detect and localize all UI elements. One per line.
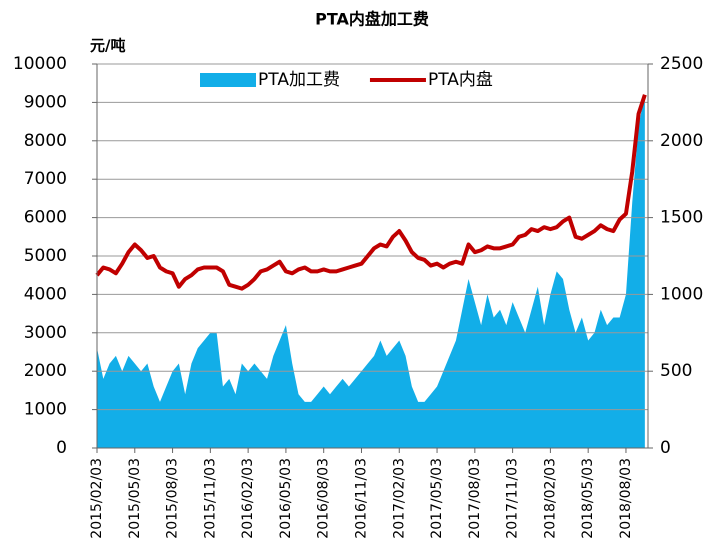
y-tick-label: 0 (56, 438, 67, 458)
y2-tick-label: 1500 (660, 208, 703, 228)
legend-label: PTA内盘 (428, 70, 493, 90)
y-tick-label: 5000 (24, 246, 67, 266)
y-tick-label: 10000 (13, 54, 67, 74)
legend-label: PTA加工费 (258, 70, 340, 90)
y-tick-label: 4000 (24, 284, 67, 304)
x-tick-label: 2018/05/03 (580, 458, 596, 539)
x-tick-label: 2017/05/03 (429, 458, 445, 539)
x-tick-label: 2016/08/03 (316, 458, 332, 539)
y-tick-label: 9000 (24, 92, 67, 112)
y-tick-label: 2000 (24, 361, 67, 381)
x-tick-label: 2015/02/03 (89, 458, 105, 539)
x-tick-label: 2018/02/03 (542, 458, 558, 539)
x-tick-label: 2016/02/03 (240, 458, 256, 539)
y-tick-label: 3000 (24, 323, 67, 343)
x-tick-label: 2017/02/03 (391, 458, 407, 539)
y-tick-label: 7000 (24, 169, 67, 189)
x-tick-label: 2015/08/03 (165, 458, 181, 539)
line (95, 94, 647, 291)
x-tick-label: 2016/11/03 (353, 458, 369, 539)
area (97, 94, 645, 448)
y2-tick-label: 1000 (660, 284, 703, 304)
y-tick-label: 8000 (24, 131, 67, 151)
x-tick-label: 2018/08/03 (618, 458, 634, 539)
y-tick-label: 1000 (24, 400, 67, 420)
y2-tick-label: 500 (660, 361, 692, 381)
x-tick-label: 2015/05/03 (127, 458, 143, 539)
y2-tick-label: 0 (660, 438, 671, 458)
y-tick-label: 6000 (24, 208, 67, 228)
y2-tick-label: 2000 (660, 131, 703, 151)
x-tick-label: 2017/11/03 (505, 458, 521, 539)
x-tick-label: 2017/08/03 (467, 458, 483, 539)
legend-swatch (200, 73, 256, 87)
x-tick-label: 2015/11/03 (202, 458, 218, 539)
chart-title: PTA内盘加工费 (315, 10, 429, 29)
y2-tick-label: 2500 (660, 54, 703, 74)
x-tick-label: 2016/05/03 (278, 458, 294, 539)
y-axis-label: 元/吨 (90, 37, 125, 55)
